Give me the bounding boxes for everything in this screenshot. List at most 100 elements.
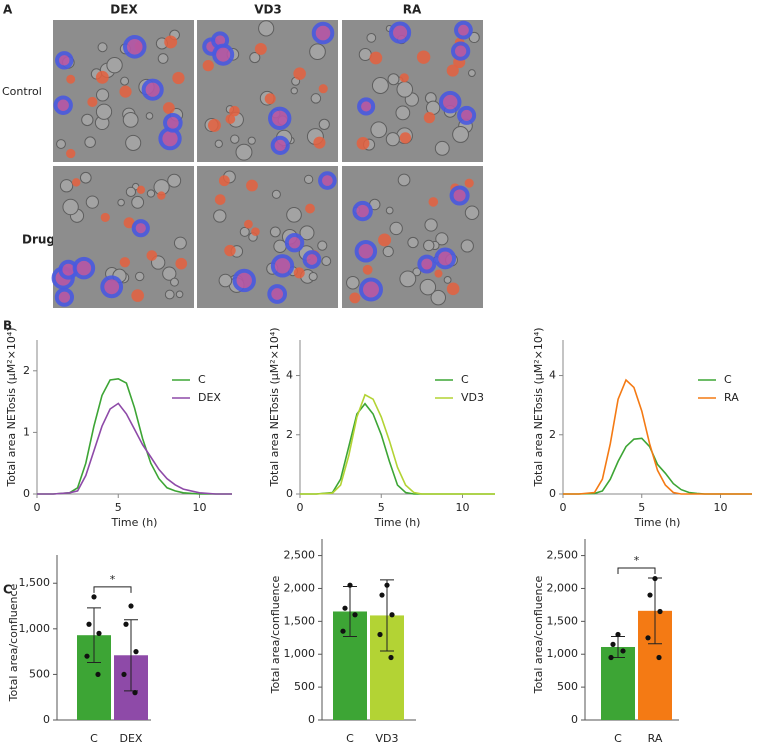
data-point [352,612,358,618]
data-point [340,628,346,634]
cell-red [446,64,459,77]
significance-bracket [93,586,132,593]
cell [56,139,66,149]
cell [366,32,377,43]
cell [396,81,414,98]
cell-net [100,275,124,299]
cell [460,239,474,253]
cell-red [224,244,236,257]
cell-red [264,93,276,105]
cell [310,93,322,104]
legend-label: C [724,373,732,386]
cell-net [53,95,73,115]
cell [370,121,388,139]
cell-red [305,203,315,214]
y-tick-label: 0 [23,487,30,500]
cell-red [172,71,185,85]
cell-net [354,239,378,263]
y-tick-label: 2 [549,428,556,441]
cell [358,47,372,61]
cell-red [95,70,109,84]
y-tick-label: 0 [549,487,556,500]
cell-net [267,284,288,304]
data-point [342,605,348,611]
cell-red [378,233,392,247]
cell-red [119,85,132,98]
cell-net [232,268,256,293]
y-tick-label: 0 [308,713,315,726]
cell [419,278,437,296]
data-point [610,641,616,647]
y-tick-label: 1,000 [19,622,51,635]
x-tick-label: 0 [34,501,41,514]
data-point [86,621,92,627]
data-point [645,635,651,641]
cell-red [293,267,305,279]
cell-net [268,106,292,131]
cell [443,275,452,284]
cell [84,136,96,149]
cell [407,236,419,249]
cell [170,277,179,287]
cell [162,266,177,281]
cell [85,195,99,209]
line-series [300,393,495,495]
cell [62,198,79,216]
cell-red [293,67,306,80]
cell [230,134,240,144]
cell [214,139,223,148]
line-series [563,437,752,495]
y-tick-label: 1,000 [284,647,316,660]
x-axis-label: Time (h) [374,516,421,529]
x-tick-label: 0 [560,501,567,514]
cell [435,232,449,246]
cell-red [207,118,221,132]
panel-label: B [3,319,12,333]
cell [213,209,227,223]
cell [235,143,253,161]
cell-net [302,250,322,269]
y-tick-label: 1,500 [547,614,579,627]
cell-red [164,35,178,49]
row-title: Control [2,85,42,98]
error-bar [380,579,394,652]
legend-label: RA [724,391,739,404]
cell [239,226,250,237]
cell-net [284,232,305,253]
cell [286,207,302,223]
cell-net [163,113,183,133]
x-tick-label: 0 [297,501,304,514]
data-point [96,630,102,636]
cell-net [318,171,337,190]
cell [96,88,110,102]
cell [290,87,298,95]
y-tick-label: 1,500 [284,614,316,627]
cell [299,225,315,241]
cell-red [423,112,436,124]
y-tick-label: 2,500 [284,549,316,562]
x-tick-label: 5 [115,501,122,514]
line-series [300,402,495,495]
cell [399,270,417,288]
cell [157,53,169,64]
cell-red [214,194,226,205]
x-tick-label: RA [648,732,663,742]
data-point [91,594,97,600]
cell [131,195,145,209]
cell-red [123,217,135,229]
cell-net [212,43,235,66]
micrograph [197,166,338,308]
cell-net [438,90,462,114]
cell [258,20,275,37]
cell [303,174,314,185]
panel-label: A [3,3,13,17]
data-point [388,654,394,661]
cell-red [87,96,98,107]
cell-red [175,257,188,270]
cell [434,140,450,156]
panel-label: C [3,583,12,597]
significance-bracket [617,567,656,574]
cell [318,118,330,130]
cell [452,126,470,143]
cell [430,289,447,306]
